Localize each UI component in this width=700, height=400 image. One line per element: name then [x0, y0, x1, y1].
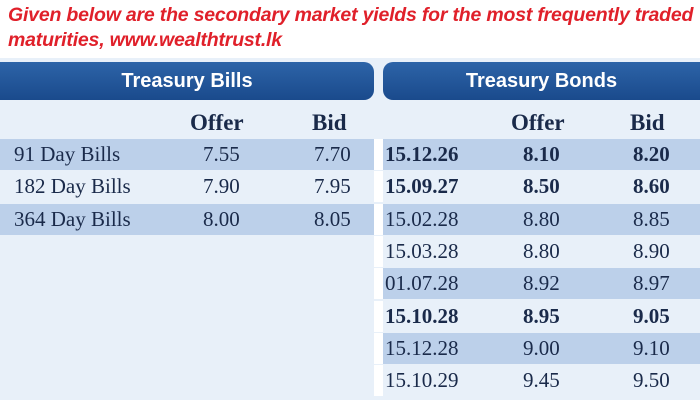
bonds-row: 15.10.28 8.95 9.05 — [383, 301, 700, 332]
bond-offer: 8.95 — [523, 303, 560, 328]
column-separator — [374, 268, 383, 300]
bond-maturity: 01.07.28 — [385, 271, 459, 296]
column-separator — [374, 171, 383, 203]
bill-name: 182 Day Bills — [14, 174, 131, 199]
bills-row: 364 Day Bills 8.00 8.05 — [0, 203, 374, 235]
bills-row — [0, 333, 374, 364]
bond-bid: 9.50 — [633, 368, 670, 393]
bond-bid: 8.60 — [633, 174, 670, 199]
bond-maturity: 15.10.29 — [385, 368, 459, 393]
bills-row: 182 Day Bills 7.90 7.95 — [0, 171, 374, 202]
bill-bid: 8.05 — [314, 206, 351, 231]
bond-offer: 8.80 — [523, 238, 560, 263]
bonds-bid-header: Bid — [630, 110, 665, 135]
intro-text: Given below are the secondary market yie… — [8, 4, 694, 51]
bond-offer: 8.92 — [523, 271, 560, 296]
bond-bid: 8.85 — [633, 206, 670, 231]
bill-name: 91 Day Bills — [14, 142, 121, 166]
bonds-row: 15.02.28 8.80 8.85 — [383, 203, 700, 235]
bond-maturity: 15.09.27 — [385, 174, 459, 199]
bond-offer: 8.50 — [523, 174, 560, 199]
bill-bid: 7.95 — [314, 174, 351, 199]
bond-offer: 9.45 — [523, 368, 560, 393]
bill-offer: 7.90 — [203, 174, 240, 199]
bill-offer: 8.00 — [203, 206, 240, 231]
bond-maturity: 15.12.26 — [385, 142, 459, 166]
column-separator — [374, 139, 383, 170]
column-separator — [374, 203, 383, 235]
bonds-row: 15.03.28 8.80 8.90 — [383, 236, 700, 267]
bill-name: 364 Day Bills — [14, 206, 131, 231]
bonds-row: 15.12.28 9.00 9.10 — [383, 332, 700, 364]
bond-maturity: 15.02.28 — [385, 206, 459, 231]
bills-row — [0, 236, 374, 267]
bond-maturity: 15.03.28 — [385, 238, 459, 263]
bills-column-headers: Offer Bid — [0, 107, 374, 138]
bonds-row: 15.12.26 8.10 8.20 — [383, 139, 700, 170]
bills-row — [0, 365, 374, 396]
bills-row: 91 Day Bills 7.55 7.70 — [0, 139, 374, 170]
bonds-header: Treasury Bonds — [383, 62, 700, 100]
bonds-column-headers: Offer Bid — [383, 107, 700, 138]
bond-bid: 8.97 — [633, 271, 670, 296]
bond-bid: 9.10 — [633, 335, 670, 360]
bill-bid: 7.70 — [314, 142, 351, 166]
bonds-row: 15.09.27 8.50 8.60 — [383, 171, 700, 202]
bond-maturity: 15.10.28 — [385, 303, 459, 328]
bonds-row: 15.10.29 9.45 9.50 — [383, 365, 700, 396]
bills-bid-header: Bid — [312, 110, 347, 135]
column-separator — [374, 235, 383, 267]
bonds-row: 01.07.28 8.92 8.97 — [383, 268, 700, 300]
bonds-offer-header: Offer — [511, 110, 565, 135]
bond-offer: 9.00 — [523, 335, 560, 360]
bond-offer: 8.80 — [523, 206, 560, 231]
bills-header: Treasury Bills — [0, 62, 374, 100]
bill-offer: 7.55 — [203, 142, 240, 166]
bond-bid: 9.05 — [633, 303, 670, 328]
bond-offer: 8.10 — [523, 142, 560, 166]
bond-maturity: 15.12.28 — [385, 335, 459, 360]
bond-bid: 8.20 — [633, 142, 670, 166]
column-separator — [374, 332, 383, 364]
bills-offer-header: Offer — [190, 110, 244, 135]
bills-row — [0, 268, 374, 299]
column-separator — [374, 300, 383, 332]
bond-bid: 8.90 — [633, 238, 670, 263]
bills-row — [0, 301, 374, 332]
column-separator — [374, 365, 383, 397]
